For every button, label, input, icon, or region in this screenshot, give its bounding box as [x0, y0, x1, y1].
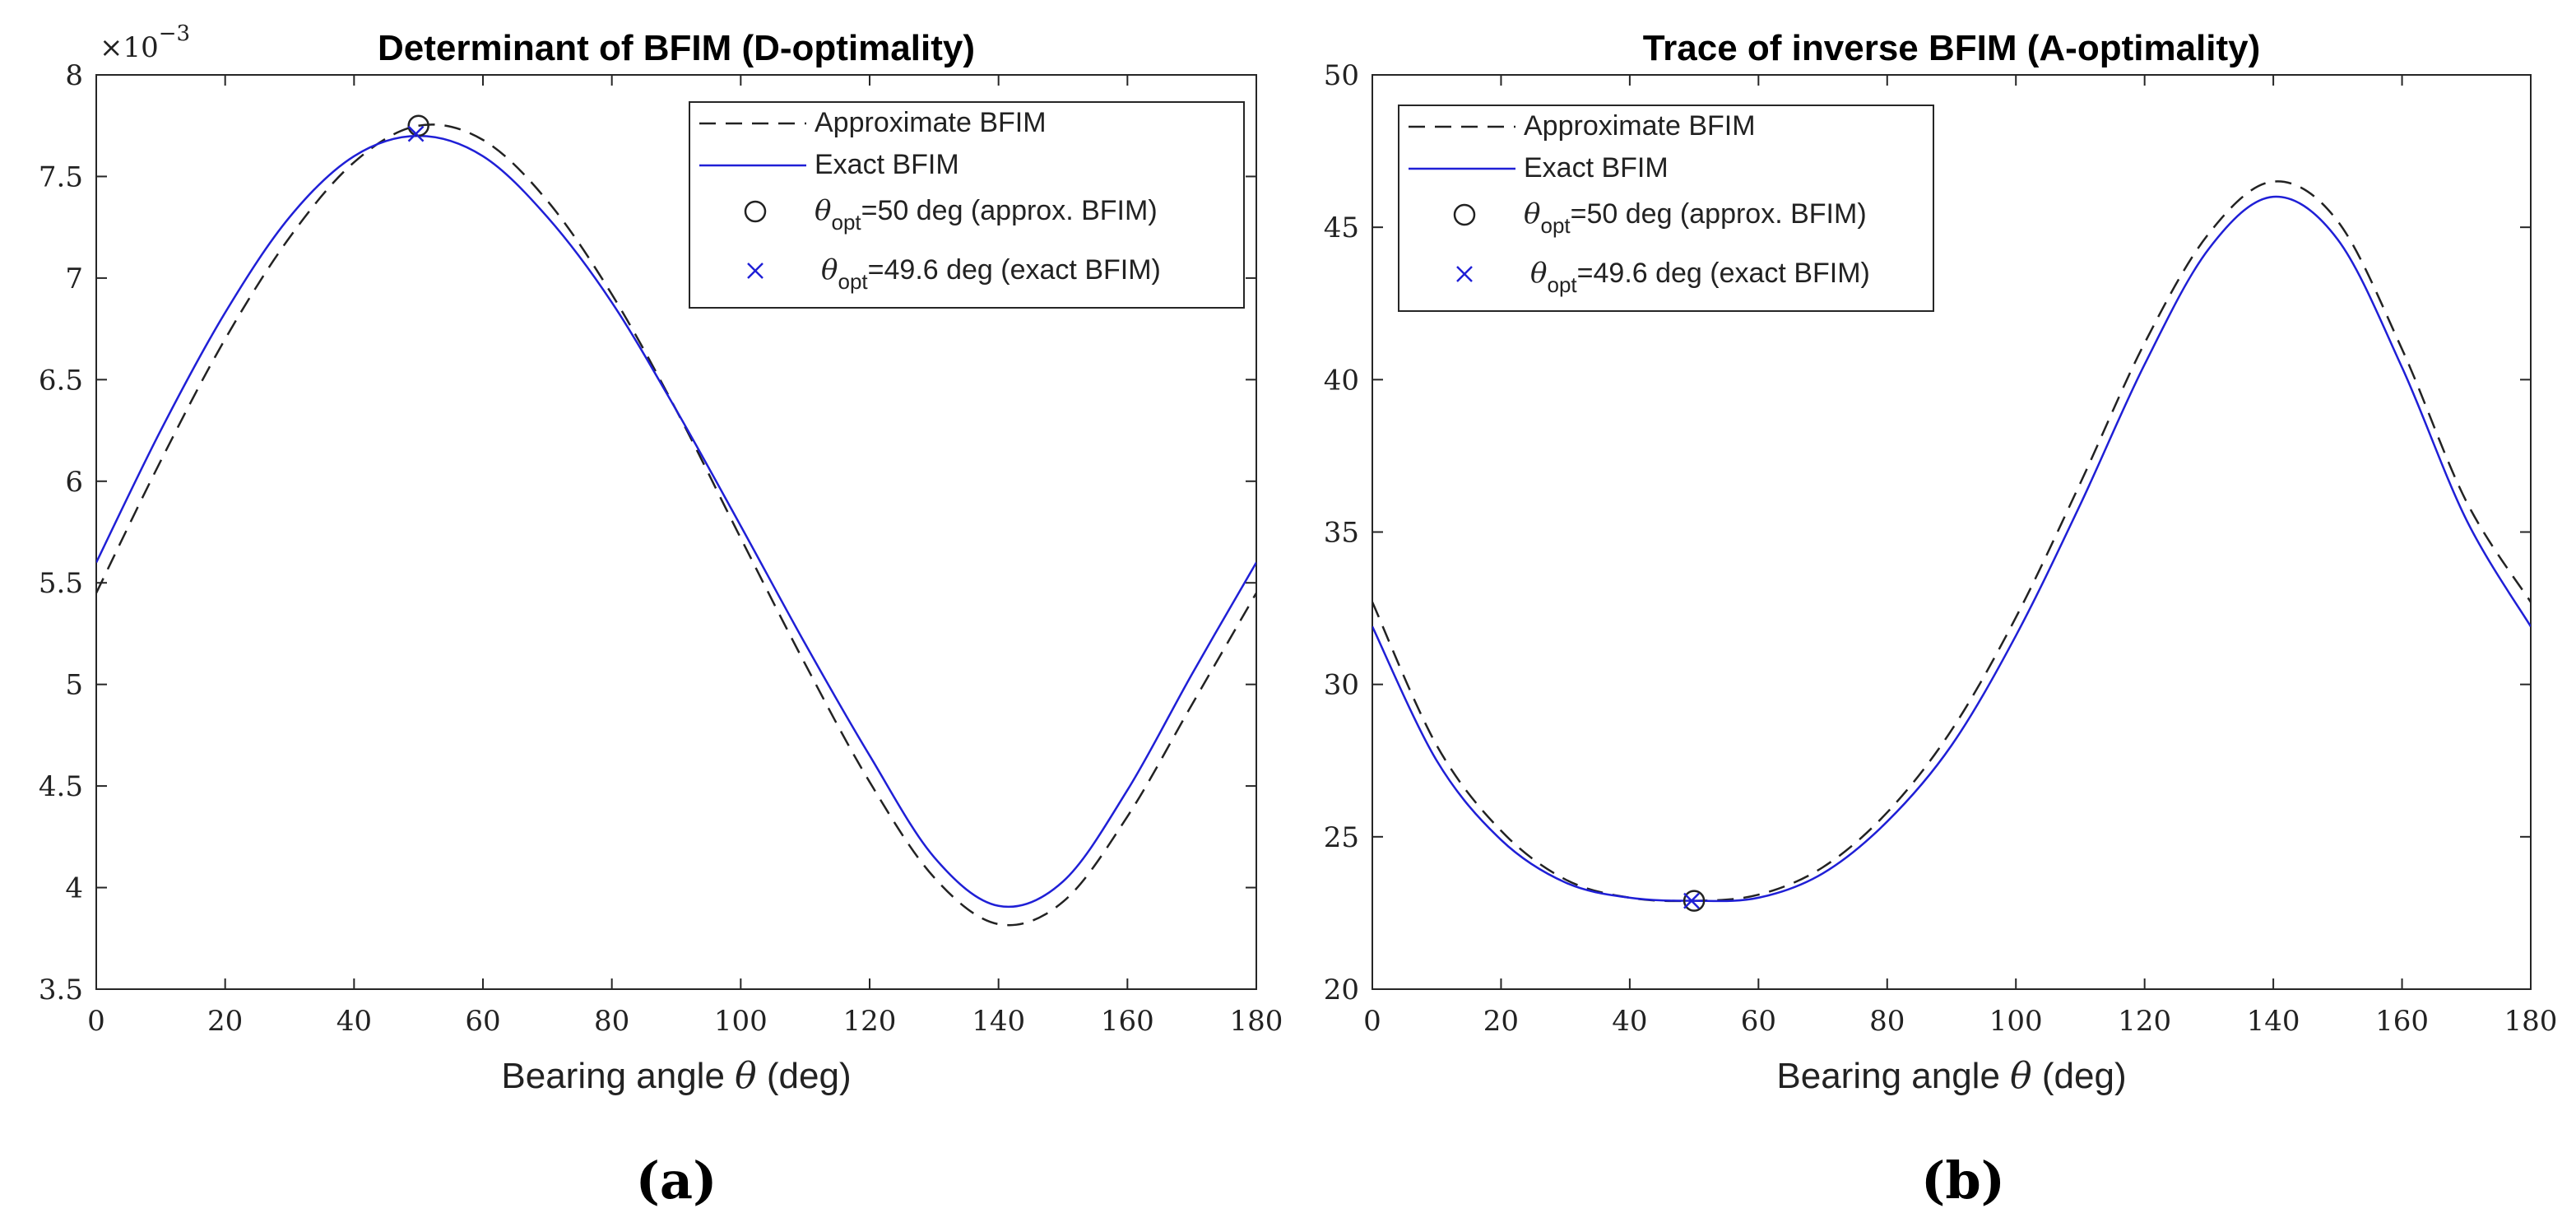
- chart-title: Trace of inverse BFIM (A-optimality): [1643, 28, 2261, 68]
- y-tick-label: 6.5: [39, 364, 83, 397]
- y-tick-label: 5.5: [39, 567, 83, 600]
- chart-title: Determinant of BFIM (D-optimality): [378, 28, 975, 68]
- y-tick-label: 40: [1324, 364, 1359, 397]
- chart-panel-b: 0 20 40 60 80 100 120 140 160 18020253035404550Tr…: [1324, 28, 2558, 1211]
- x-tick-label: 160: [1101, 1005, 1154, 1038]
- legend-marker-x: [747, 263, 764, 279]
- x-axis-label: Bearing angle θ (deg): [1776, 1055, 2126, 1097]
- x-tick-label: 40: [1612, 1005, 1647, 1038]
- x-tick-label: 180: [1230, 1005, 1283, 1038]
- y-tick-label: 5: [65, 669, 83, 702]
- series-line-approximate-bfim: [1372, 180, 2531, 903]
- y-tick-label: 20: [1324, 974, 1359, 1006]
- legend-entry-label: θopt=49.6 deg (exact BFIM): [1530, 257, 1870, 297]
- legend-entry-label: Exact BFIM: [1524, 152, 1669, 184]
- y-tick-label: 50: [1324, 59, 1359, 92]
- legend-entry-label: θopt=50 deg (approx. BFIM): [815, 194, 1158, 235]
- legend: Approximate BFIM Exact BFIM θopt=50 deg (a…: [1398, 105, 1934, 312]
- chart-panel-a: 0 20 40 60 80 100 120 140 160 180 3.5 4 4.5 5 5.5 6 6.5 7…: [39, 21, 1283, 1211]
- x-tick-label: 40: [337, 1005, 372, 1038]
- y-tick-label: 3.5: [39, 974, 83, 1006]
- optimum-marker-x: [1683, 892, 1700, 909]
- y-tick-label: 25: [1324, 821, 1359, 854]
- panel-label: (b): [1921, 1150, 2005, 1211]
- legend-entry-label: Approximate BFIM: [815, 107, 1047, 138]
- legend-entry-label: θopt=49.6 deg (exact BFIM): [821, 253, 1161, 294]
- panel-label: (a): [636, 1150, 717, 1211]
- x-tick-label: 140: [2247, 1005, 2300, 1038]
- x-tick-label: 0: [1363, 1005, 1381, 1038]
- series-line-approximate-bfim: [96, 123, 1256, 927]
- x-tick-label: 100: [1989, 1005, 2043, 1038]
- legend-entry-label: Approximate BFIM: [1524, 110, 1756, 142]
- x-tick-label: 60: [465, 1005, 500, 1038]
- y-tick-label: 7.5: [39, 160, 83, 193]
- legend-marker-x: [1456, 266, 1473, 282]
- x-tick-label: 20: [1483, 1005, 1519, 1038]
- x-tick-label: 80: [594, 1005, 629, 1038]
- x-tick-label: 120: [2118, 1005, 2171, 1038]
- y-tick-label: 7: [65, 263, 83, 295]
- x-tick-label: 60: [1741, 1005, 1776, 1038]
- legend-entry-label: Exact BFIM: [815, 149, 959, 180]
- x-tick-label: 20: [207, 1005, 243, 1038]
- series-line-exact-bfim: [1372, 195, 2531, 903]
- optimum-marker-x: [407, 125, 425, 142]
- x-tick-label: 0: [87, 1005, 105, 1038]
- y-tick-label: 30: [1324, 669, 1359, 702]
- y-tick-label: 8: [65, 59, 83, 92]
- y-tick-label: 35: [1324, 517, 1359, 550]
- legend-marker-circle: [1453, 203, 1476, 226]
- legend-marker-circle: [744, 200, 767, 223]
- x-tick-label: 120: [843, 1005, 897, 1038]
- x-tick-label: 80: [1869, 1005, 1905, 1038]
- x-tick-label: 160: [2375, 1005, 2429, 1038]
- x-axis-label: Bearing angle θ (deg): [501, 1055, 851, 1097]
- x-tick-label: 140: [972, 1005, 1025, 1038]
- legend-box: [689, 101, 1245, 309]
- y-tick-label: 45: [1324, 211, 1359, 244]
- x-tick-label: 180: [2504, 1005, 2558, 1038]
- legend-entry-label: θopt=50 deg (approx. BFIM): [1524, 198, 1867, 238]
- y-tick-label: 4: [65, 872, 83, 905]
- y-multiplier: ×10−3: [100, 21, 190, 64]
- legend-box: [1398, 105, 1934, 312]
- series-line-exact-bfim: [96, 134, 1256, 909]
- y-tick-label: 4.5: [39, 770, 83, 803]
- y-tick-label: 6: [65, 466, 83, 499]
- legend: Approximate BFIM Exact BFIM θopt=50 deg (a…: [689, 101, 1245, 309]
- x-tick-label: 100: [714, 1005, 768, 1038]
- optimum-marker-circle: [1683, 890, 1706, 912]
